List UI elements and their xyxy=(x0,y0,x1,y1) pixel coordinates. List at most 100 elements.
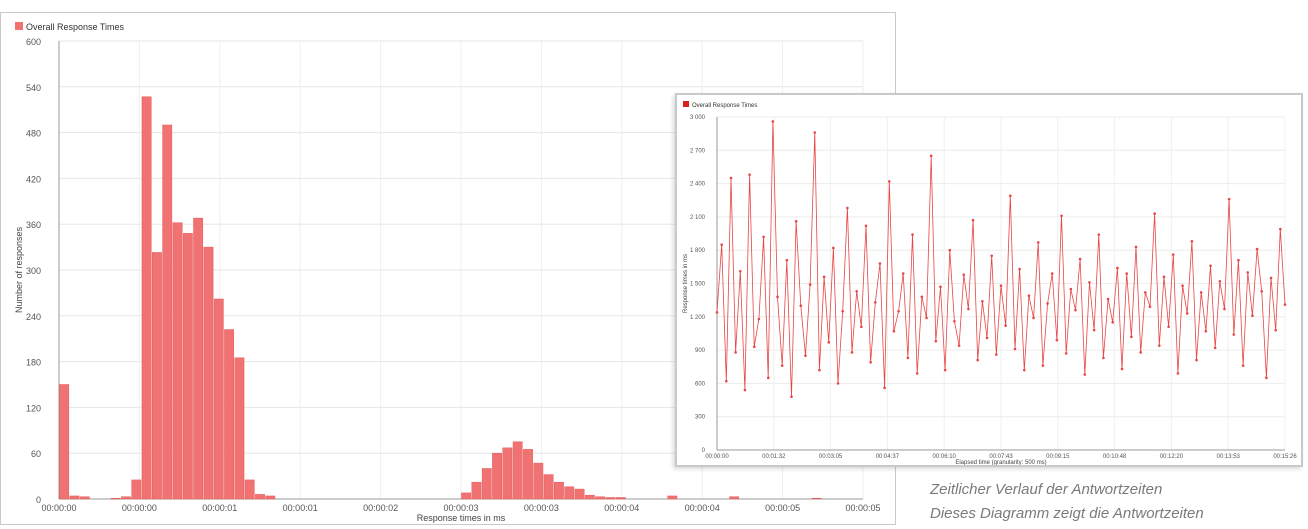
histogram-bar xyxy=(172,222,183,500)
histogram-bar xyxy=(110,497,121,500)
data-point xyxy=(883,386,886,390)
y-tick-label: 0 xyxy=(702,448,706,454)
y-tick-label: 0 xyxy=(36,495,41,505)
y-tick-label: 600 xyxy=(26,37,41,47)
x-tick-label: 00:00:01 xyxy=(202,503,237,513)
x-tick-label: 00:09:15 xyxy=(1046,454,1070,460)
data-point xyxy=(790,395,793,399)
x-axis-title: Response times in ms xyxy=(417,513,506,523)
legend-label: Overall Response Times xyxy=(26,22,125,32)
histogram-bar xyxy=(224,329,234,500)
data-point xyxy=(1171,253,1175,256)
data-point xyxy=(1106,297,1110,301)
x-tick-label: 00:00:05 xyxy=(845,503,880,513)
x-tick-label: 00:12:20 xyxy=(1160,454,1184,460)
data-point xyxy=(920,295,924,299)
data-point xyxy=(887,180,891,183)
histogram-bar xyxy=(255,494,265,500)
caption-line-1: Zeitlicher Verlauf der Antwortzeiten xyxy=(930,481,1163,498)
y-tick-label: 420 xyxy=(26,174,41,184)
histogram-bar xyxy=(543,474,554,500)
data-point xyxy=(985,336,989,340)
data-point xyxy=(1185,312,1189,315)
data-point xyxy=(1130,335,1133,339)
histogram-bar xyxy=(141,96,152,500)
timeline-panel: Overall Response Times 0 300 600 900 1 200 1 5… xyxy=(675,93,1303,467)
data-point xyxy=(855,289,858,293)
histogram-bar xyxy=(502,447,513,500)
data-point xyxy=(1227,197,1231,201)
data-point xyxy=(794,220,798,223)
data-point xyxy=(1125,272,1129,275)
data-point xyxy=(1195,358,1198,362)
data-point xyxy=(1232,333,1236,336)
data-point xyxy=(981,299,984,303)
data-point xyxy=(1204,329,1208,333)
data-point xyxy=(999,284,1003,288)
data-point xyxy=(1069,287,1073,291)
data-point xyxy=(1004,324,1007,327)
data-point xyxy=(897,309,900,313)
x-tick-label: 00:00:03 xyxy=(443,503,478,513)
data-point xyxy=(1009,194,1012,198)
data-point xyxy=(911,233,914,236)
data-point xyxy=(995,353,998,356)
y-axis-title: Number of responses xyxy=(14,226,24,313)
data-point xyxy=(780,364,784,367)
data-point xyxy=(1241,364,1245,367)
data-point xyxy=(1255,247,1259,251)
caption-line-2: Dieses Diagramm zeigt die Antwortzeiten xyxy=(930,505,1204,522)
figure-caption: Zeitlicher Verlauf der Antwortzeiten Die… xyxy=(930,478,1308,526)
data-point xyxy=(1036,241,1040,244)
y-tick-label: 2 100 xyxy=(690,215,706,221)
data-point xyxy=(990,254,993,258)
data-point xyxy=(1274,328,1277,332)
data-point xyxy=(957,344,961,347)
histogram-bar xyxy=(584,494,595,500)
data-point xyxy=(846,206,849,210)
data-point xyxy=(743,388,747,392)
x-tick-label: 00:13:53 xyxy=(1217,454,1241,460)
data-point xyxy=(822,275,826,279)
data-point xyxy=(762,235,765,239)
data-point xyxy=(1148,305,1152,309)
histogram-bar xyxy=(595,496,606,500)
histogram-bar xyxy=(811,497,822,500)
data-point xyxy=(748,173,751,177)
histogram-bar xyxy=(69,495,80,500)
x-tick-label: 00:00:04 xyxy=(685,503,720,513)
data-point xyxy=(934,339,938,343)
data-point xyxy=(1265,376,1268,380)
data-point xyxy=(1092,328,1096,332)
x-tick-label: 00:10:48 xyxy=(1103,454,1127,460)
data-point xyxy=(873,301,877,304)
y-tick-label: 1 500 xyxy=(690,282,706,288)
data-point xyxy=(827,341,831,344)
y-tick-label: 480 xyxy=(26,129,41,139)
histogram-bar xyxy=(244,479,255,500)
histogram-bar xyxy=(471,481,482,500)
data-point xyxy=(1176,372,1180,375)
data-point xyxy=(1064,352,1068,355)
data-point xyxy=(901,272,905,275)
data-point xyxy=(729,176,733,180)
histogram-bar xyxy=(121,496,131,500)
data-point xyxy=(785,258,789,262)
x-tick-label: 00:00:05 xyxy=(765,503,800,513)
x-tick-label: 00:01:32 xyxy=(762,454,786,460)
x-axis-title: Elapsed time (granularity: 500 ms) xyxy=(955,460,1046,465)
data-point xyxy=(1246,271,1250,274)
legend-label: Overall Response Times xyxy=(692,103,757,109)
y-tick-label: 1 200 xyxy=(690,315,706,321)
x-tick-label: 00:00:00 xyxy=(705,454,729,460)
data-point xyxy=(771,120,775,123)
data-point xyxy=(1181,284,1184,288)
y-tick-label: 900 xyxy=(695,348,706,354)
data-point xyxy=(841,309,845,313)
histogram-bar xyxy=(162,124,173,500)
data-point xyxy=(725,379,728,383)
data-point xyxy=(1032,316,1035,320)
data-point xyxy=(962,273,966,276)
histogram-bar xyxy=(234,357,245,500)
histogram-bar xyxy=(152,252,162,500)
